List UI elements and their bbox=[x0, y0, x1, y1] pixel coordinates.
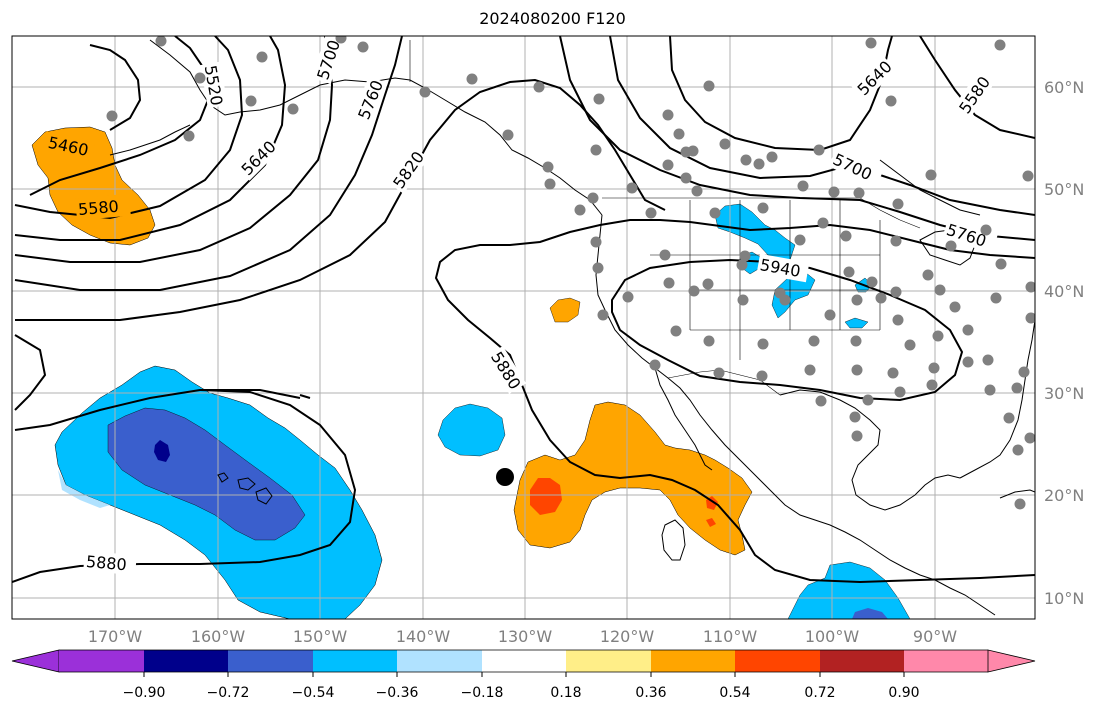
anomaly-blue-rockies-5 bbox=[844, 317, 869, 329]
contour-5700-east bbox=[609, 36, 1035, 216]
anomaly-navy-hawaii bbox=[154, 440, 170, 462]
colorbar-ticks bbox=[143, 672, 905, 677]
colorbar-extend-high bbox=[987, 649, 1036, 673]
colorbar-segment-10 bbox=[820, 650, 904, 672]
coastline-florida bbox=[959, 319, 1035, 479]
anomaly-lightblue-hawaii-edge bbox=[58, 470, 110, 508]
lat-label-60n: 60°N bbox=[1044, 78, 1084, 97]
map-area: 5460 5520 5580 5640 5700 5760 5820 5880 … bbox=[12, 36, 1035, 619]
map-frame bbox=[11, 35, 1036, 620]
coastline-hawaii-3 bbox=[217, 472, 229, 483]
lon-label-140w: 140°W bbox=[396, 627, 451, 646]
lon-label-130w: 130°W bbox=[498, 627, 553, 646]
lon-label-170w: 170°W bbox=[88, 627, 143, 646]
contour-5760-east bbox=[559, 36, 1035, 241]
coastline-hudson bbox=[879, 159, 981, 216]
colorbar-label-4: −0.36 bbox=[376, 685, 419, 701]
colorbar-segment-1 bbox=[59, 650, 144, 672]
contour-5940 bbox=[611, 258, 964, 402]
anomaly-orange-baja bbox=[513, 401, 753, 556]
contour-5460 bbox=[89, 44, 142, 131]
map-title: 2024080200 F120 bbox=[479, 9, 626, 28]
coastlines bbox=[109, 39, 1035, 616]
lat-label-40n: 40°N bbox=[1044, 282, 1084, 301]
lat-label-30n: 30°N bbox=[1044, 384, 1084, 403]
colorbar-segment-5 bbox=[397, 650, 482, 672]
coastline-aleutians bbox=[109, 124, 191, 156]
colorbar-label-10: 0.90 bbox=[888, 685, 919, 701]
coastline-cuba bbox=[999, 489, 1035, 499]
contour-5820 bbox=[14, 334, 311, 431]
anomaly-royalblue-south bbox=[852, 608, 888, 619]
colorbar-segment-11 bbox=[904, 650, 988, 672]
contour-5760-a bbox=[14, 36, 403, 291]
coastline-hawaii-2 bbox=[255, 487, 273, 505]
lon-label-160w: 160°W bbox=[191, 627, 246, 646]
contour-label-5880-b: 5880 bbox=[85, 552, 127, 574]
contour-5520 bbox=[29, 36, 212, 196]
contour-5820-main bbox=[15, 78, 666, 321]
colorbar-label-3: −0.54 bbox=[292, 685, 335, 701]
lat-label-10n: 10°N bbox=[1044, 589, 1084, 608]
colorbar-outline bbox=[59, 649, 988, 673]
anomaly-blue-rockies-1 bbox=[714, 203, 796, 263]
lat-label-20n: 20°N bbox=[1044, 486, 1084, 505]
contour-5880-b bbox=[434, 219, 1035, 584]
storm-center-marker bbox=[496, 468, 514, 486]
border-us-canada bbox=[602, 197, 921, 229]
lon-label-100w: 100°W bbox=[805, 627, 860, 646]
colorbar-label-5: −0.18 bbox=[461, 685, 504, 701]
lon-label-150w: 150°W bbox=[293, 627, 348, 646]
graticule bbox=[12, 36, 1035, 619]
colorbar-segment-9 bbox=[735, 650, 820, 672]
colorbar-segment-6 bbox=[482, 650, 566, 672]
anomaly-blue-137w bbox=[437, 403, 506, 457]
latitude-labels: 60°N 50°N 40°N 30°N 20°N 10°N bbox=[1044, 78, 1084, 608]
anomaly-orange-125w bbox=[549, 297, 581, 323]
colorbar-label-9: 0.72 bbox=[804, 685, 835, 701]
coastline-gulf bbox=[779, 389, 961, 511]
colorbar-segment-3 bbox=[228, 650, 313, 672]
contour-5640-a bbox=[14, 36, 287, 241]
colorbar-segment-2 bbox=[144, 650, 228, 672]
colorbar-label-1: −0.90 bbox=[123, 685, 166, 701]
lon-label-120w: 120°W bbox=[600, 627, 655, 646]
coastline-hawaii-1 bbox=[237, 477, 256, 491]
coastline-alaska bbox=[149, 39, 603, 216]
longitude-labels: 170°W 160°W 150°W 140°W 130°W 120°W 110°… bbox=[88, 627, 957, 646]
anomaly-royalblue-hawaii bbox=[107, 407, 306, 541]
coastline-clipperton bbox=[661, 519, 686, 561]
colorbar-label-6: 0.18 bbox=[550, 685, 581, 701]
station-markers bbox=[106, 36, 1035, 510]
contour-label-5580: 5580 bbox=[77, 197, 119, 219]
anomaly-red-1 bbox=[530, 478, 562, 515]
colorbar-extend-low bbox=[11, 649, 60, 673]
lon-label-90w: 90°W bbox=[913, 627, 957, 646]
colorbar-label-2: −0.72 bbox=[207, 685, 250, 701]
colorbar-segment-7 bbox=[566, 650, 651, 672]
colorbar-label-7: 0.36 bbox=[635, 685, 666, 701]
coastline-great-lakes bbox=[919, 229, 976, 266]
coastline-us-west bbox=[595, 214, 996, 616]
colorbar-segment-4 bbox=[313, 650, 397, 672]
coastline-baja bbox=[654, 367, 713, 471]
height-contours bbox=[12, 36, 1035, 584]
lat-label-50n: 50°N bbox=[1044, 180, 1084, 199]
colorbar-segment-8 bbox=[651, 650, 735, 672]
anomaly-red-3 bbox=[706, 518, 716, 527]
colorbar-label-8: 0.54 bbox=[719, 685, 750, 701]
colorbar: −0.90 −0.72 −0.54 −0.36 −0.18 0.18 0.36 … bbox=[11, 649, 1036, 701]
lon-label-110w: 110°W bbox=[703, 627, 758, 646]
